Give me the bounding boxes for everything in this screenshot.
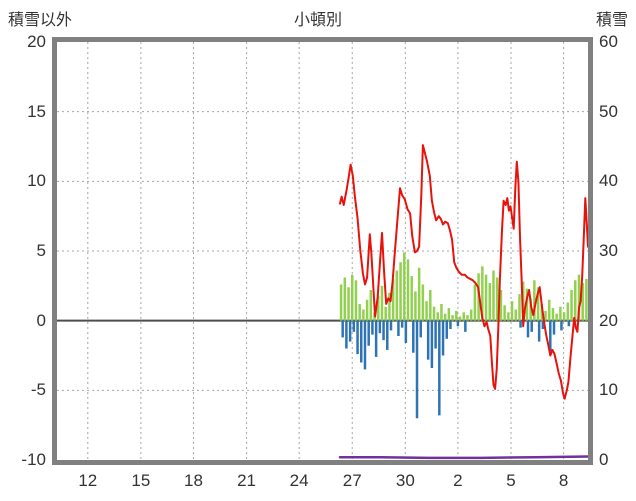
blue-bars bbox=[341, 320, 571, 419]
left-axis-tick: 5 bbox=[36, 241, 46, 260]
left-axis-tick: 0 bbox=[36, 310, 46, 330]
snow-depth-line bbox=[338, 455, 588, 460]
left-axis-tick: 10 bbox=[27, 171, 46, 191]
right-axis-title: 積雪 bbox=[595, 12, 628, 29]
x-axis-tick: 24 bbox=[289, 471, 309, 490]
x-axis-tick: 8 bbox=[558, 471, 569, 490]
right-axis-tick: 50 bbox=[599, 101, 618, 121]
left-axis-title: 積雪以外 bbox=[8, 12, 73, 29]
plot-area bbox=[52, 37, 593, 465]
chart-title: 小頓別 bbox=[293, 12, 342, 29]
right-axis-tick: 30 bbox=[599, 241, 618, 260]
right-axis-tick: 20 bbox=[599, 310, 618, 330]
plot-canvas bbox=[57, 42, 588, 460]
x-axis-tick: 2 bbox=[453, 471, 463, 490]
right-axis-tick: 0 bbox=[599, 450, 609, 469]
left-axis-tick: -5 bbox=[30, 380, 46, 400]
right-axis-tick: 60 bbox=[599, 32, 618, 51]
x-axis-tick: 15 bbox=[131, 471, 151, 490]
x-axis-tick: 18 bbox=[183, 471, 203, 490]
left-axis-tick: 15 bbox=[27, 101, 46, 121]
right-axis-tick: 10 bbox=[599, 380, 618, 400]
temperature-line bbox=[339, 144, 588, 400]
x-axis-tick: 21 bbox=[237, 471, 257, 490]
right-axis-tick: 40 bbox=[599, 171, 618, 191]
x-axis-tick: 5 bbox=[506, 471, 516, 490]
left-axis-tick: -10 bbox=[21, 450, 46, 469]
x-axis-tick: 30 bbox=[395, 471, 415, 490]
x-axis-tick: 27 bbox=[342, 471, 362, 490]
x-axis-tick: 12 bbox=[78, 471, 98, 490]
left-axis-tick: 20 bbox=[27, 32, 46, 51]
